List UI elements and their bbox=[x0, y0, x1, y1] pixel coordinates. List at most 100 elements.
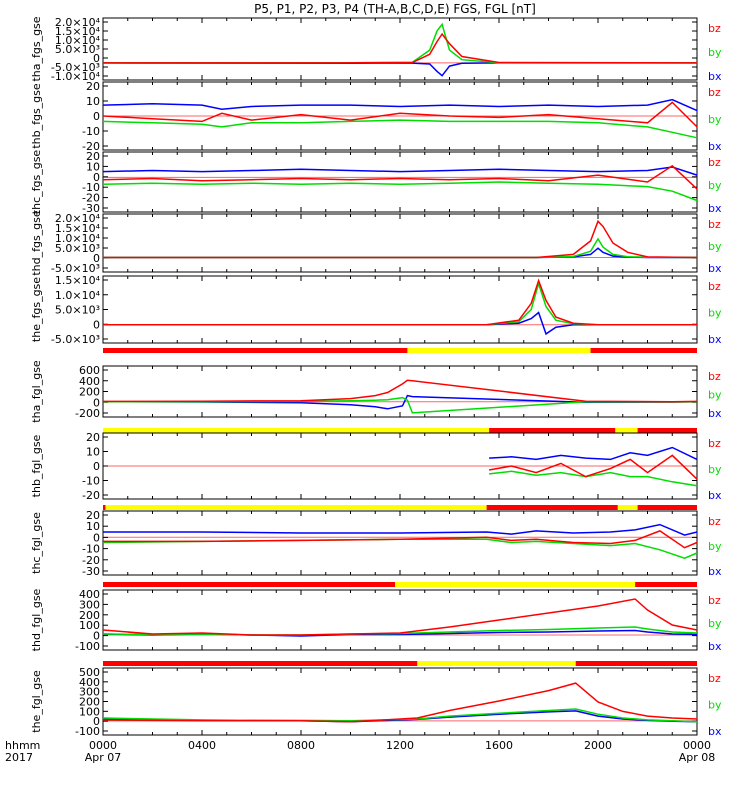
panel-tha_fgs_gse: 2.0×10⁴1.5×10⁴1.0×10⁴5.0×10³0-5.0×10³-1.… bbox=[30, 16, 722, 83]
legend-label-bz: bz bbox=[708, 437, 721, 450]
series-line-by bbox=[102, 708, 698, 723]
status-bar-segment bbox=[615, 428, 638, 433]
legend-label-bx: bx bbox=[708, 725, 722, 738]
y-tick-label: 2.0×10⁴ bbox=[55, 212, 101, 225]
series-line-bz bbox=[103, 530, 698, 549]
time-tick-label: 0000 bbox=[683, 739, 711, 752]
legend-label-by: by bbox=[708, 307, 722, 320]
y-tick-label: 1.0×10⁴ bbox=[55, 232, 101, 245]
y-tick-label: 1.5×10⁴ bbox=[55, 274, 101, 287]
y-axis-label: thd_fgs_gse bbox=[30, 210, 43, 276]
panel-frame bbox=[102, 17, 698, 81]
series-line-by bbox=[103, 281, 697, 326]
y-tick-label: 5.0×10³ bbox=[55, 242, 100, 255]
series-line-bz bbox=[102, 598, 698, 636]
status-bar-segment bbox=[637, 428, 697, 433]
panel-thb_fgs_gse: 20 10 0 -10 -20 thb_fgs_gse bz by bx bbox=[30, 80, 722, 153]
series-line-by bbox=[489, 470, 698, 487]
date-label-end: Apr 08 bbox=[679, 751, 716, 764]
series-line-bz bbox=[102, 101, 698, 128]
y-tick-label: 0 bbox=[93, 531, 100, 544]
legend-label-bx: bx bbox=[708, 140, 722, 153]
series-line-bx bbox=[103, 247, 697, 259]
status-bar-segment bbox=[103, 661, 418, 666]
panel-thb_fgl_gse: 20 100 -10-20 thb_fgl_gse bz by bx bbox=[30, 428, 722, 502]
status-bar-segment bbox=[103, 582, 396, 587]
status-bar-segment bbox=[417, 661, 576, 666]
panel-frame bbox=[102, 667, 698, 736]
series-line-bz bbox=[102, 164, 698, 190]
legend-label-bz: bz bbox=[708, 22, 721, 35]
y-tick-label: 10 bbox=[86, 160, 100, 173]
legend-label-bz: bz bbox=[708, 594, 721, 607]
y-tick-label: 0 bbox=[93, 630, 100, 643]
y-axis-label: the_fgs_gse bbox=[30, 277, 43, 342]
status-bar-segment bbox=[103, 348, 408, 353]
y-axis-label: the_fgl_gse bbox=[30, 670, 43, 733]
legend-label-by: by bbox=[708, 540, 722, 553]
legend-label-by: by bbox=[708, 389, 722, 402]
panel-frame bbox=[102, 213, 698, 273]
y-tick-label: 300 bbox=[79, 598, 100, 611]
series-line-bz bbox=[103, 219, 698, 259]
status-bar-segment bbox=[103, 428, 490, 433]
series-line-bx bbox=[489, 446, 698, 461]
legend-label-bz: bz bbox=[708, 370, 721, 383]
status-bar-segment bbox=[617, 505, 638, 510]
figure-title: P5, P1, P2, P3, P4 (TH-A,B,C,D,E) FGS, F… bbox=[254, 2, 536, 16]
y-tick-label: 20 bbox=[86, 431, 100, 444]
y-tick-label: 0 bbox=[93, 460, 100, 473]
y-axis-label: tha_fgs_gse bbox=[30, 16, 43, 81]
status-bar-segment bbox=[637, 505, 697, 510]
y-tick-label: 400 bbox=[79, 375, 100, 388]
legend-label-bx: bx bbox=[708, 640, 722, 653]
series-line-bx bbox=[102, 166, 698, 176]
y-axis-label: thb_fgs_gse bbox=[30, 83, 43, 149]
y-tick-label: -200 bbox=[75, 407, 100, 420]
legend-label-bz: bz bbox=[708, 280, 721, 293]
y-tick-label: 0 bbox=[93, 171, 100, 184]
legend-label-by: by bbox=[708, 699, 722, 712]
y-tick-label: -5.0×10³ bbox=[51, 262, 100, 275]
y-tick-label: -5.0×10³ bbox=[51, 333, 100, 346]
time-tick-label: 1200 bbox=[386, 739, 414, 752]
legend-label-by: by bbox=[708, 463, 722, 476]
y-tick-label: 0 bbox=[93, 52, 100, 65]
y-axis-label: thb_fgl_gse bbox=[30, 434, 43, 497]
status-bar-segment bbox=[105, 505, 487, 510]
y-tick-label: 200 bbox=[79, 696, 100, 709]
time-tick-label: 2000 bbox=[584, 739, 612, 752]
time-tick-label: 0400 bbox=[188, 739, 216, 752]
legend-label-bx: bx bbox=[708, 70, 722, 83]
series-line-bx bbox=[103, 311, 697, 336]
y-tick-label: -10 bbox=[82, 475, 100, 488]
time-axis-year-label: 2017 bbox=[5, 751, 33, 764]
y-tick-label: 1.0×10⁴ bbox=[55, 289, 101, 302]
y-tick-label: -30 bbox=[82, 565, 100, 578]
status-bar-segment bbox=[407, 348, 591, 353]
y-tick-label: 10 bbox=[86, 520, 100, 533]
legend-label-bx: bx bbox=[708, 489, 722, 502]
legend-label-bz: bz bbox=[708, 156, 721, 169]
y-tick-label: 300 bbox=[79, 686, 100, 699]
legend-label-bx: bx bbox=[708, 333, 722, 346]
panels-group: 2.0×10⁴1.5×10⁴1.0×10⁴5.0×10³0-5.0×10³-1.… bbox=[30, 16, 722, 738]
legend-label-bx: bx bbox=[708, 202, 722, 215]
series-line-bz bbox=[103, 32, 698, 64]
y-tick-label: 400 bbox=[79, 588, 100, 601]
time-axis-format-label: hhmm bbox=[5, 739, 40, 752]
y-tick-label: 100 bbox=[79, 619, 100, 632]
panel-frame bbox=[102, 151, 698, 213]
status-bar-segment bbox=[575, 661, 697, 666]
status-bar-segment bbox=[489, 428, 616, 433]
y-tick-label: 500 bbox=[79, 666, 100, 679]
panel-frame bbox=[102, 589, 698, 651]
legend-label-by: by bbox=[708, 179, 722, 192]
y-tick-label: 20 bbox=[86, 150, 100, 163]
y-tick-label: -20 bbox=[82, 489, 100, 502]
status-bar-segment bbox=[486, 505, 618, 510]
